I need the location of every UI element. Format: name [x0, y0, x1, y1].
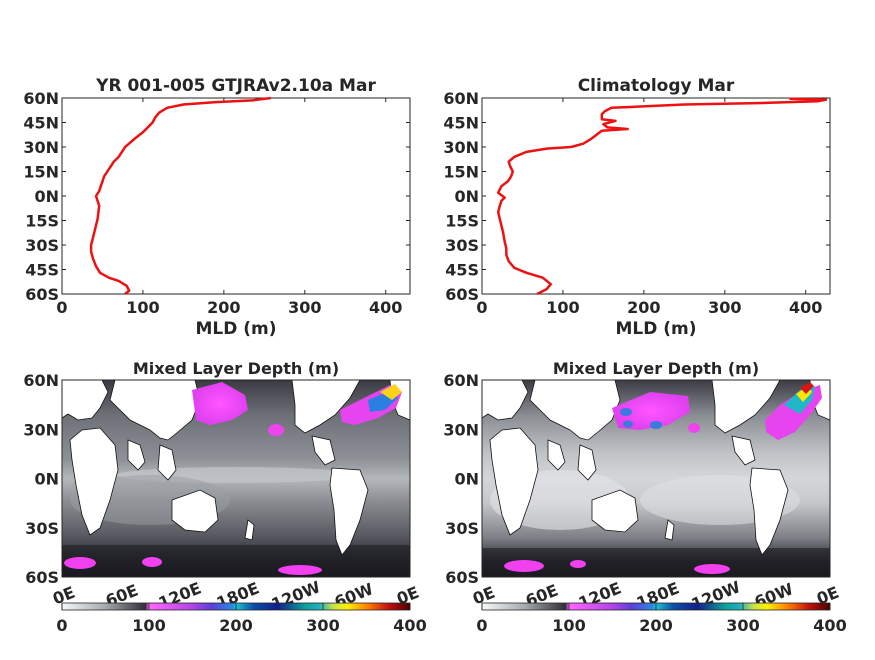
panel2-mld-line: [496, 97, 828, 296]
colorbar-tick-label: 400: [813, 616, 846, 635]
y-tick-label: 0N: [34, 187, 59, 206]
x-tick-label: 100: [546, 298, 579, 317]
y-tick-label: 60N: [443, 89, 479, 108]
x-tick-label: 0: [476, 298, 487, 317]
colorbar-tick-label: 300: [306, 616, 339, 635]
y-tick-label: 45N: [443, 114, 479, 133]
panel2-axes: [481, 97, 831, 295]
y-tick-label: 15S: [445, 212, 479, 231]
colorbar-tick-label: 0: [476, 616, 487, 635]
colorbar-tick-label: 400: [393, 616, 426, 635]
line-panel-2: Climatology Mar 0 100 200 300 400 60N 45N 30N 15…: [443, 76, 831, 339]
map-lat-label: 30N: [443, 420, 479, 439]
y-tick-label: 60N: [23, 89, 59, 108]
y-tick-label: 15N: [23, 163, 59, 182]
map1-title: Mixed Layer Depth (m): [133, 359, 339, 378]
map-lat-label: 30N: [23, 420, 59, 439]
map-lat-label: 0N: [454, 470, 479, 489]
panel2-xlabel: MLD (m): [615, 319, 696, 339]
map-lat-label: 60N: [23, 371, 59, 390]
colorbar-tick-label: 100: [132, 616, 165, 635]
y-tick-label: 45S: [445, 261, 479, 280]
x-tick-label: 200: [627, 298, 660, 317]
panel2-title: Climatology Mar: [578, 76, 735, 96]
y-tick-label: 15N: [443, 163, 479, 182]
x-tick-label: 300: [288, 298, 321, 317]
colorbar1-ticks: 0 100 200 300 400: [56, 603, 427, 635]
y-tick-label: 60S: [25, 285, 59, 304]
y-tick-label: 0N: [454, 187, 479, 206]
colorbar-1: 0 100 200 300 400: [56, 602, 427, 635]
map-panel-2: Mixed Layer Depth (m): [443, 359, 841, 614]
y-tick-label: 30N: [23, 138, 59, 157]
panel1-mld-line: [89, 96, 271, 295]
y-tick-label: 60S: [445, 285, 479, 304]
panel1-axes: [61, 97, 411, 295]
y-tick-label: 30N: [443, 138, 479, 157]
x-tick-label: 400: [789, 298, 822, 317]
map2-frame: [481, 379, 831, 578]
map-lat-label: 60S: [445, 568, 479, 587]
panel1-xlabel: MLD (m): [195, 319, 276, 339]
y-tick-label: 30S: [25, 236, 59, 255]
panel1-title: YR 001-005 GTJRAv2.10a Mar: [95, 76, 376, 96]
line-panel-1: YR 001-005 GTJRAv2.10a Mar 0 100 200 300 400…: [23, 76, 411, 339]
colorbar-tick-label: 100: [552, 616, 585, 635]
panel1-ticks: 0 100 200 300 400 60N 45N 30N 15N 0N 15S 30S 45S 60S: [23, 89, 410, 317]
map1-deep-mld: [64, 382, 402, 575]
y-tick-label: 15S: [25, 212, 59, 231]
colorbar-tick-label: 0: [56, 616, 67, 635]
colorbar-tick-label: 200: [639, 616, 672, 635]
colorbar-2: 0 100 200 300 400: [476, 602, 847, 635]
colorbar-tick-label: 200: [219, 616, 252, 635]
map-lat-label: 30S: [25, 519, 59, 538]
y-tick-label: 45S: [25, 261, 59, 280]
map-lat-label: 60N: [443, 371, 479, 390]
map-lat-label: 0N: [34, 470, 59, 489]
x-tick-label: 200: [207, 298, 240, 317]
map2-title: Mixed Layer Depth (m): [553, 359, 759, 378]
colorbar-tick-label: 300: [726, 616, 759, 635]
x-tick-label: 300: [708, 298, 741, 317]
x-tick-label: 400: [369, 298, 402, 317]
map-lat-label: 60S: [25, 568, 59, 587]
x-tick-label: 100: [126, 298, 159, 317]
map2-deep-mld: [504, 382, 822, 574]
map1-frame: [61, 379, 411, 578]
y-tick-label: 45N: [23, 114, 59, 133]
x-tick-label: 0: [56, 298, 67, 317]
map2-land: [481, 379, 831, 556]
map-lat-label: 30S: [445, 519, 479, 538]
panel2-ticks: 0 100 200 300 400 60N 45N 30N 15N 0N 15S 30S 45S 60S: [443, 89, 830, 317]
y-tick-label: 30S: [445, 236, 479, 255]
map-panel-1: Mixed Layer Depth (m): [23, 359, 421, 614]
colorbar2-ticks: 0 100 200 300 400: [476, 603, 847, 635]
